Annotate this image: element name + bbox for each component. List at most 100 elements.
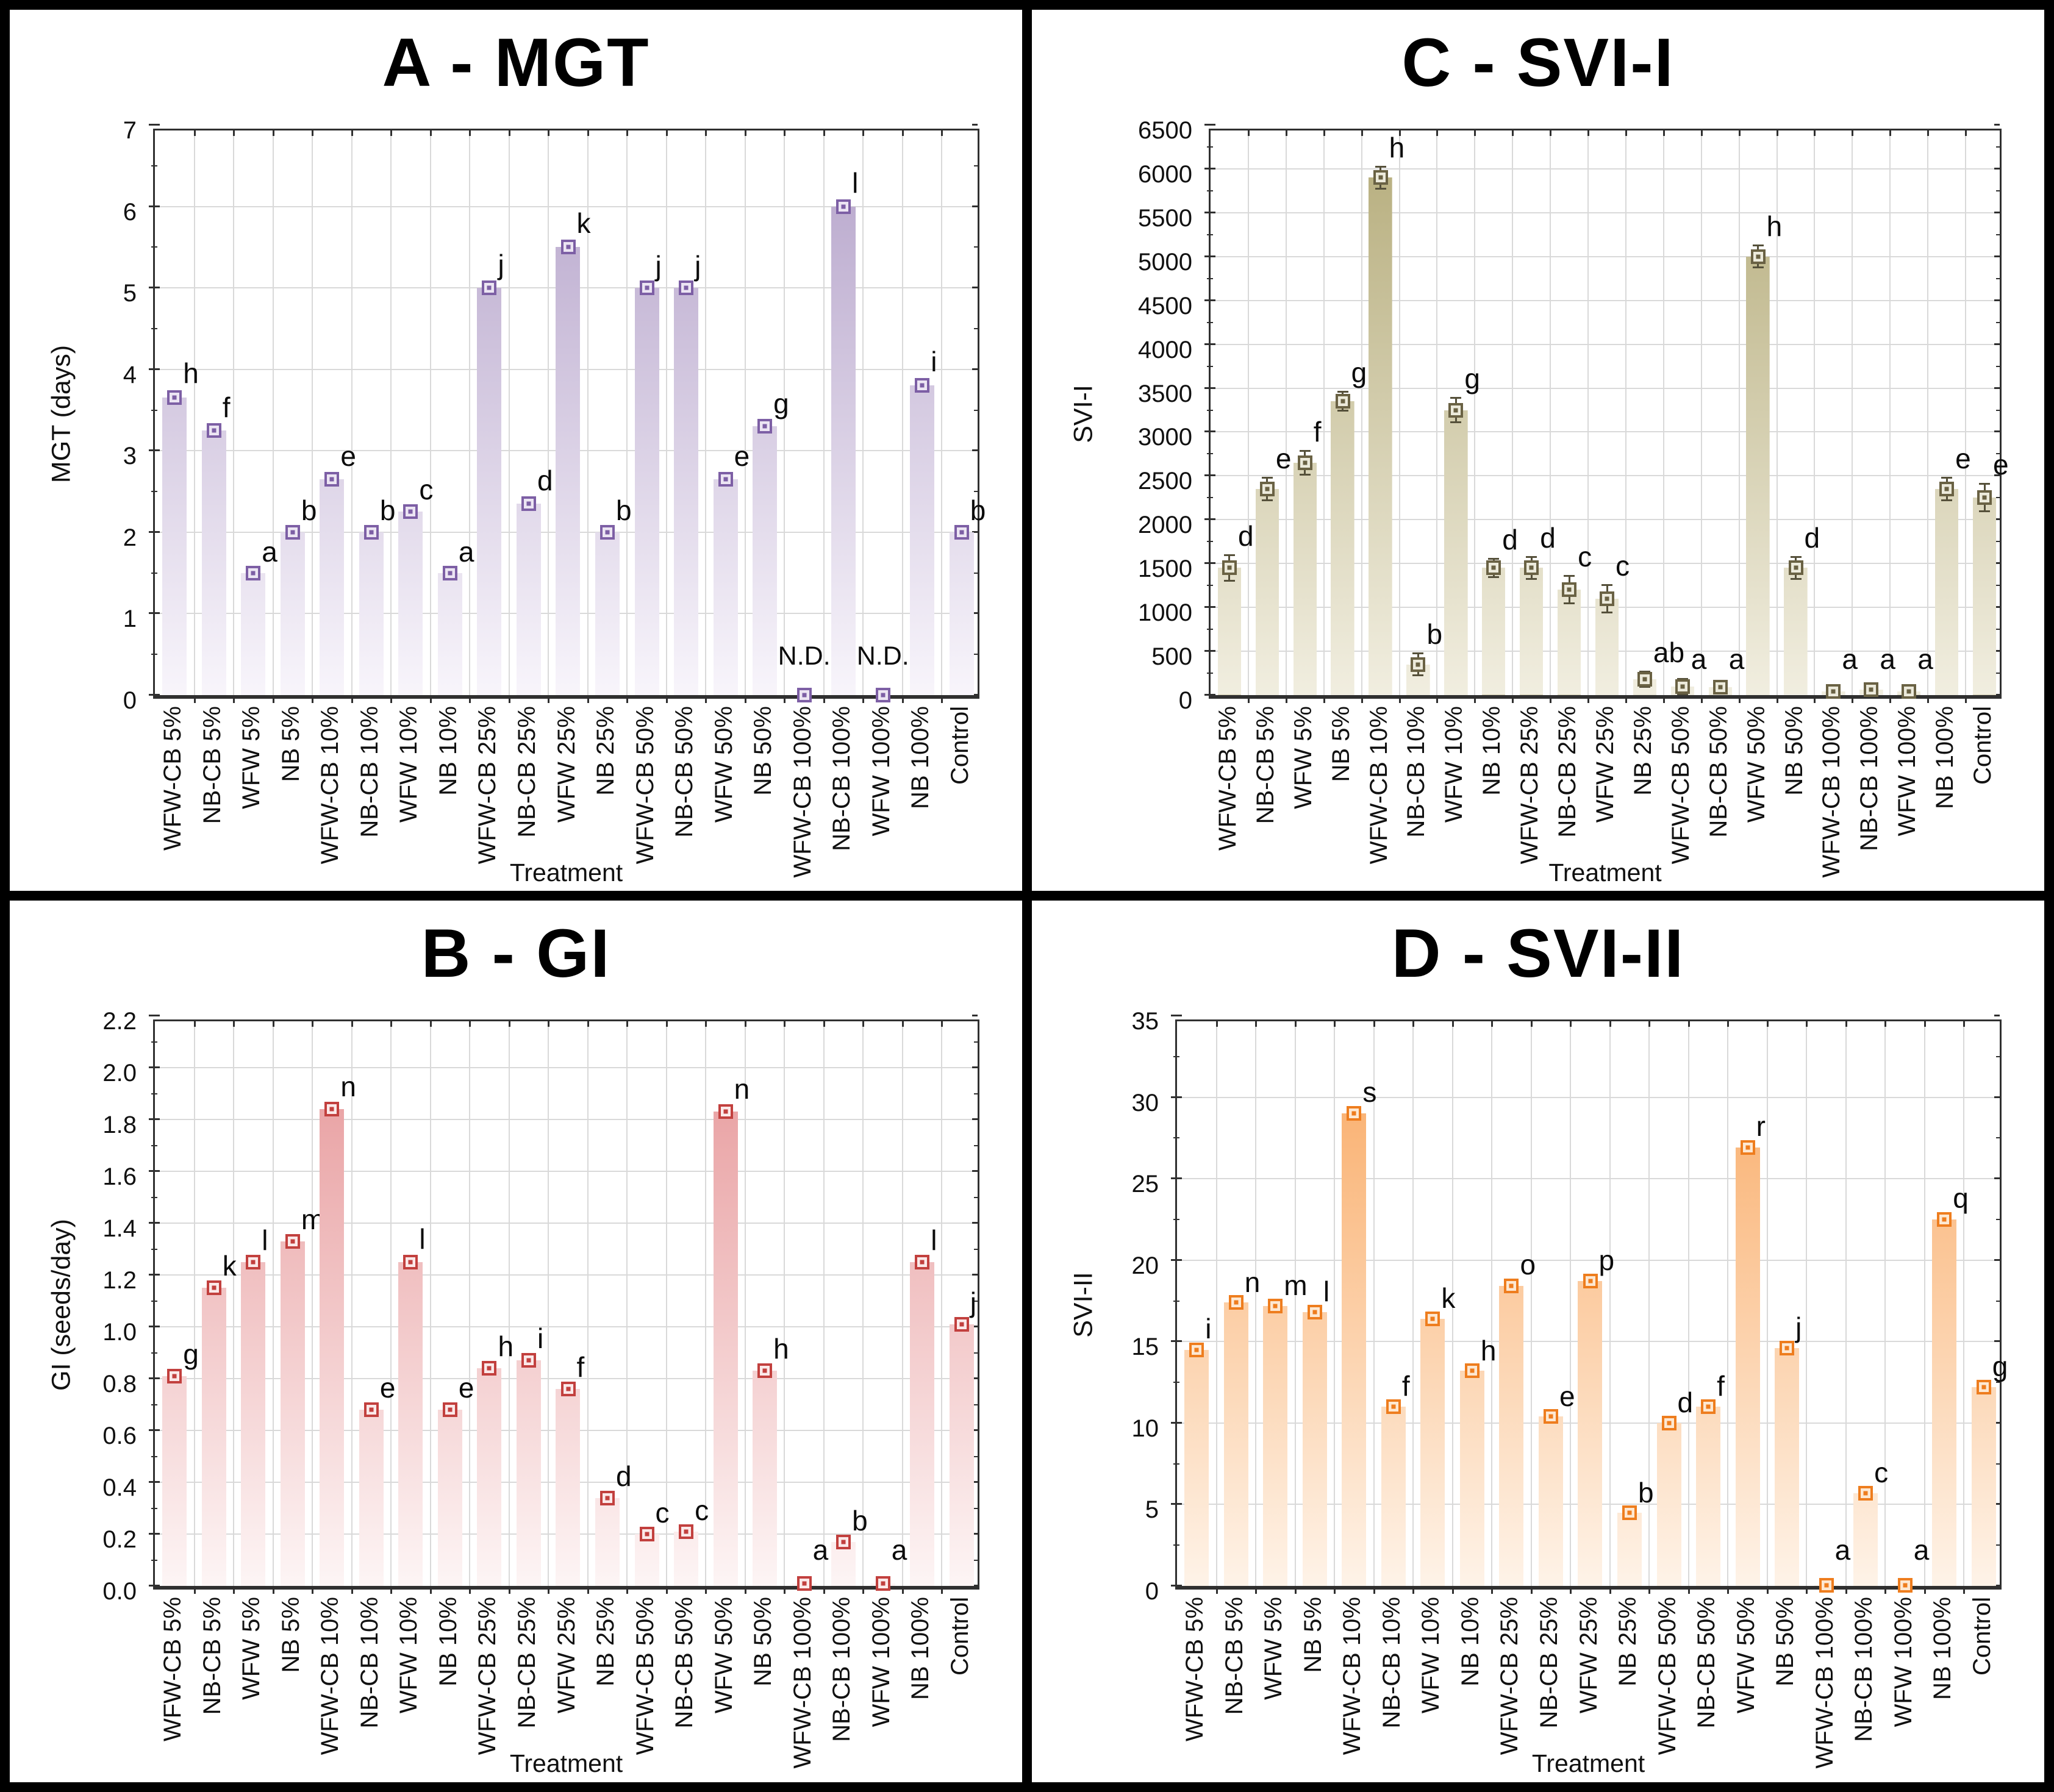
- y-axis-minor-tick: [1207, 365, 1213, 367]
- y-axis-major-tick: [149, 124, 160, 126]
- x-tick-label-text: NB-CB 100%: [1856, 706, 1883, 851]
- x-axis-top-tick: [1814, 130, 1816, 136]
- y-axis-minor-tick: [151, 1041, 157, 1043]
- mean-marker-dot: [645, 1532, 649, 1537]
- x-axis-tick: [941, 695, 943, 703]
- y-axis-right-tick: [1994, 343, 2000, 345]
- y-gridline: [1211, 299, 2000, 301]
- mean-marker-dot: [1784, 1346, 1789, 1351]
- x-tick-label-text: WFW 50%: [1742, 706, 1770, 823]
- y-axis-minor-tick: [151, 1559, 157, 1561]
- significance-letter: b: [379, 494, 396, 526]
- y-axis-major-tick: [149, 1377, 160, 1379]
- x-axis-labels: WFW-CB 5% NB-CB 5% WFW 5% NB 5% WFW-CB 10% NB…: [1175, 1590, 2002, 1769]
- mean-marker-dot: [1303, 460, 1308, 465]
- x-gridline: [1687, 1021, 1689, 1586]
- y-tick-label: 6000: [1138, 160, 1192, 188]
- x-gridline: [429, 1021, 431, 1586]
- mean-marker-dot: [841, 204, 846, 209]
- mean-marker: [246, 565, 261, 580]
- x-tick-label-text: NB 50%: [1780, 706, 1808, 796]
- mean-marker-dot: [1944, 487, 1949, 491]
- x-gridline: [390, 130, 392, 695]
- x-gridline: [1963, 1021, 1965, 1586]
- mean-marker-dot: [1340, 399, 1345, 404]
- significance-letter: s: [1362, 1076, 1377, 1108]
- y-axis-minor-tick: [151, 1248, 157, 1250]
- significance-letter: d: [537, 465, 553, 497]
- mean-marker-dot: [605, 1496, 610, 1500]
- x-axis-tick: [665, 695, 668, 703]
- mean-marker-dot: [566, 1387, 570, 1391]
- x-axis-tick: [193, 695, 196, 703]
- significance-letter: c: [419, 474, 434, 506]
- mean-marker-dot: [251, 1260, 256, 1265]
- x-axis-top-tick: [1255, 1021, 1258, 1027]
- y-axis-right-minor-tick: [974, 409, 978, 411]
- y-tick-label: 7: [123, 117, 137, 144]
- y-axis-minor-tick: [151, 409, 157, 411]
- mean-marker: [482, 280, 497, 296]
- mean-marker: [1864, 682, 1879, 698]
- x-tick-label-text: WFW-CB 50%: [1653, 1597, 1681, 1755]
- x-axis-tick: [1662, 695, 1665, 703]
- significance-letter: e: [340, 440, 356, 473]
- x-tick-label-text: WFW 100%: [1894, 706, 1921, 837]
- error-bar-cap-top: [1337, 391, 1348, 393]
- y-axis-major-tick: [149, 1222, 160, 1224]
- x-tick-label-text: NB-CB 10%: [356, 1597, 383, 1729]
- x-gridline: [548, 130, 549, 695]
- mean-marker-dot: [723, 477, 728, 482]
- x-gridline: [1398, 130, 1400, 695]
- x-axis-tick: [390, 695, 393, 703]
- x-axis-tick: [548, 1586, 550, 1594]
- y-axis-minor-tick: [151, 491, 157, 493]
- error-bar-cap-bottom: [1790, 578, 1802, 580]
- x-axis-top-tick: [1323, 130, 1325, 136]
- bar: [280, 532, 305, 695]
- mean-marker-dot: [1529, 565, 1534, 570]
- y-axis-right-minor-tick: [1996, 585, 2000, 587]
- x-tick-label-text: NB 25%: [592, 706, 620, 796]
- y-axis-right-minor-tick: [1996, 1382, 2000, 1383]
- mean-marker: [206, 1280, 221, 1296]
- x-axis-tick: [1700, 695, 1703, 703]
- error-bar-cap-bottom: [1337, 409, 1348, 412]
- y-axis-minor-tick: [151, 1144, 157, 1146]
- mean-marker-dot: [920, 1260, 925, 1265]
- bar: [713, 479, 738, 695]
- significance-letter: l: [419, 1223, 426, 1255]
- bar: [1746, 256, 1770, 695]
- x-axis-tick: [272, 1586, 274, 1594]
- y-axis-right-tick: [972, 1222, 978, 1224]
- significance-letter: f: [1313, 415, 1322, 448]
- x-gridline: [1373, 1021, 1375, 1586]
- x-gridline: [1215, 1021, 1217, 1586]
- error-bar-cap-top: [1412, 652, 1424, 654]
- y-axis-minor-tick: [1173, 1300, 1179, 1302]
- x-gridline: [1285, 130, 1287, 695]
- y-axis-right-tick: [1994, 1177, 2000, 1180]
- bar: [713, 1112, 738, 1586]
- x-tick-label-text: WFW-CB 25%: [1516, 706, 1544, 865]
- bar: [595, 532, 620, 695]
- error-bar-cap-bottom: [1526, 578, 1537, 580]
- y-gridline: [1211, 212, 2000, 213]
- x-gridline: [1530, 1021, 1532, 1586]
- y-gridline: [1211, 431, 2000, 433]
- y-gridline: [1211, 255, 2000, 257]
- y-axis-right-tick: [1994, 1585, 2000, 1587]
- x-gridline: [784, 1021, 785, 1586]
- mean-marker: [1819, 1577, 1834, 1593]
- x-axis-top-tick: [1570, 1021, 1572, 1027]
- y-tick-label: 0: [123, 687, 137, 714]
- y-tick-label: 15: [1131, 1333, 1159, 1361]
- y-axis-title-text: SVI-I: [1068, 384, 1098, 443]
- x-axis-top-tick: [1727, 1021, 1730, 1027]
- mean-marker-dot: [526, 501, 531, 506]
- x-axis-top-tick: [1294, 1021, 1297, 1027]
- y-axis-major-tick: [1171, 1421, 1182, 1424]
- x-axis-tick: [1963, 1586, 1966, 1594]
- bar: [949, 532, 974, 695]
- mean-marker: [718, 1104, 733, 1119]
